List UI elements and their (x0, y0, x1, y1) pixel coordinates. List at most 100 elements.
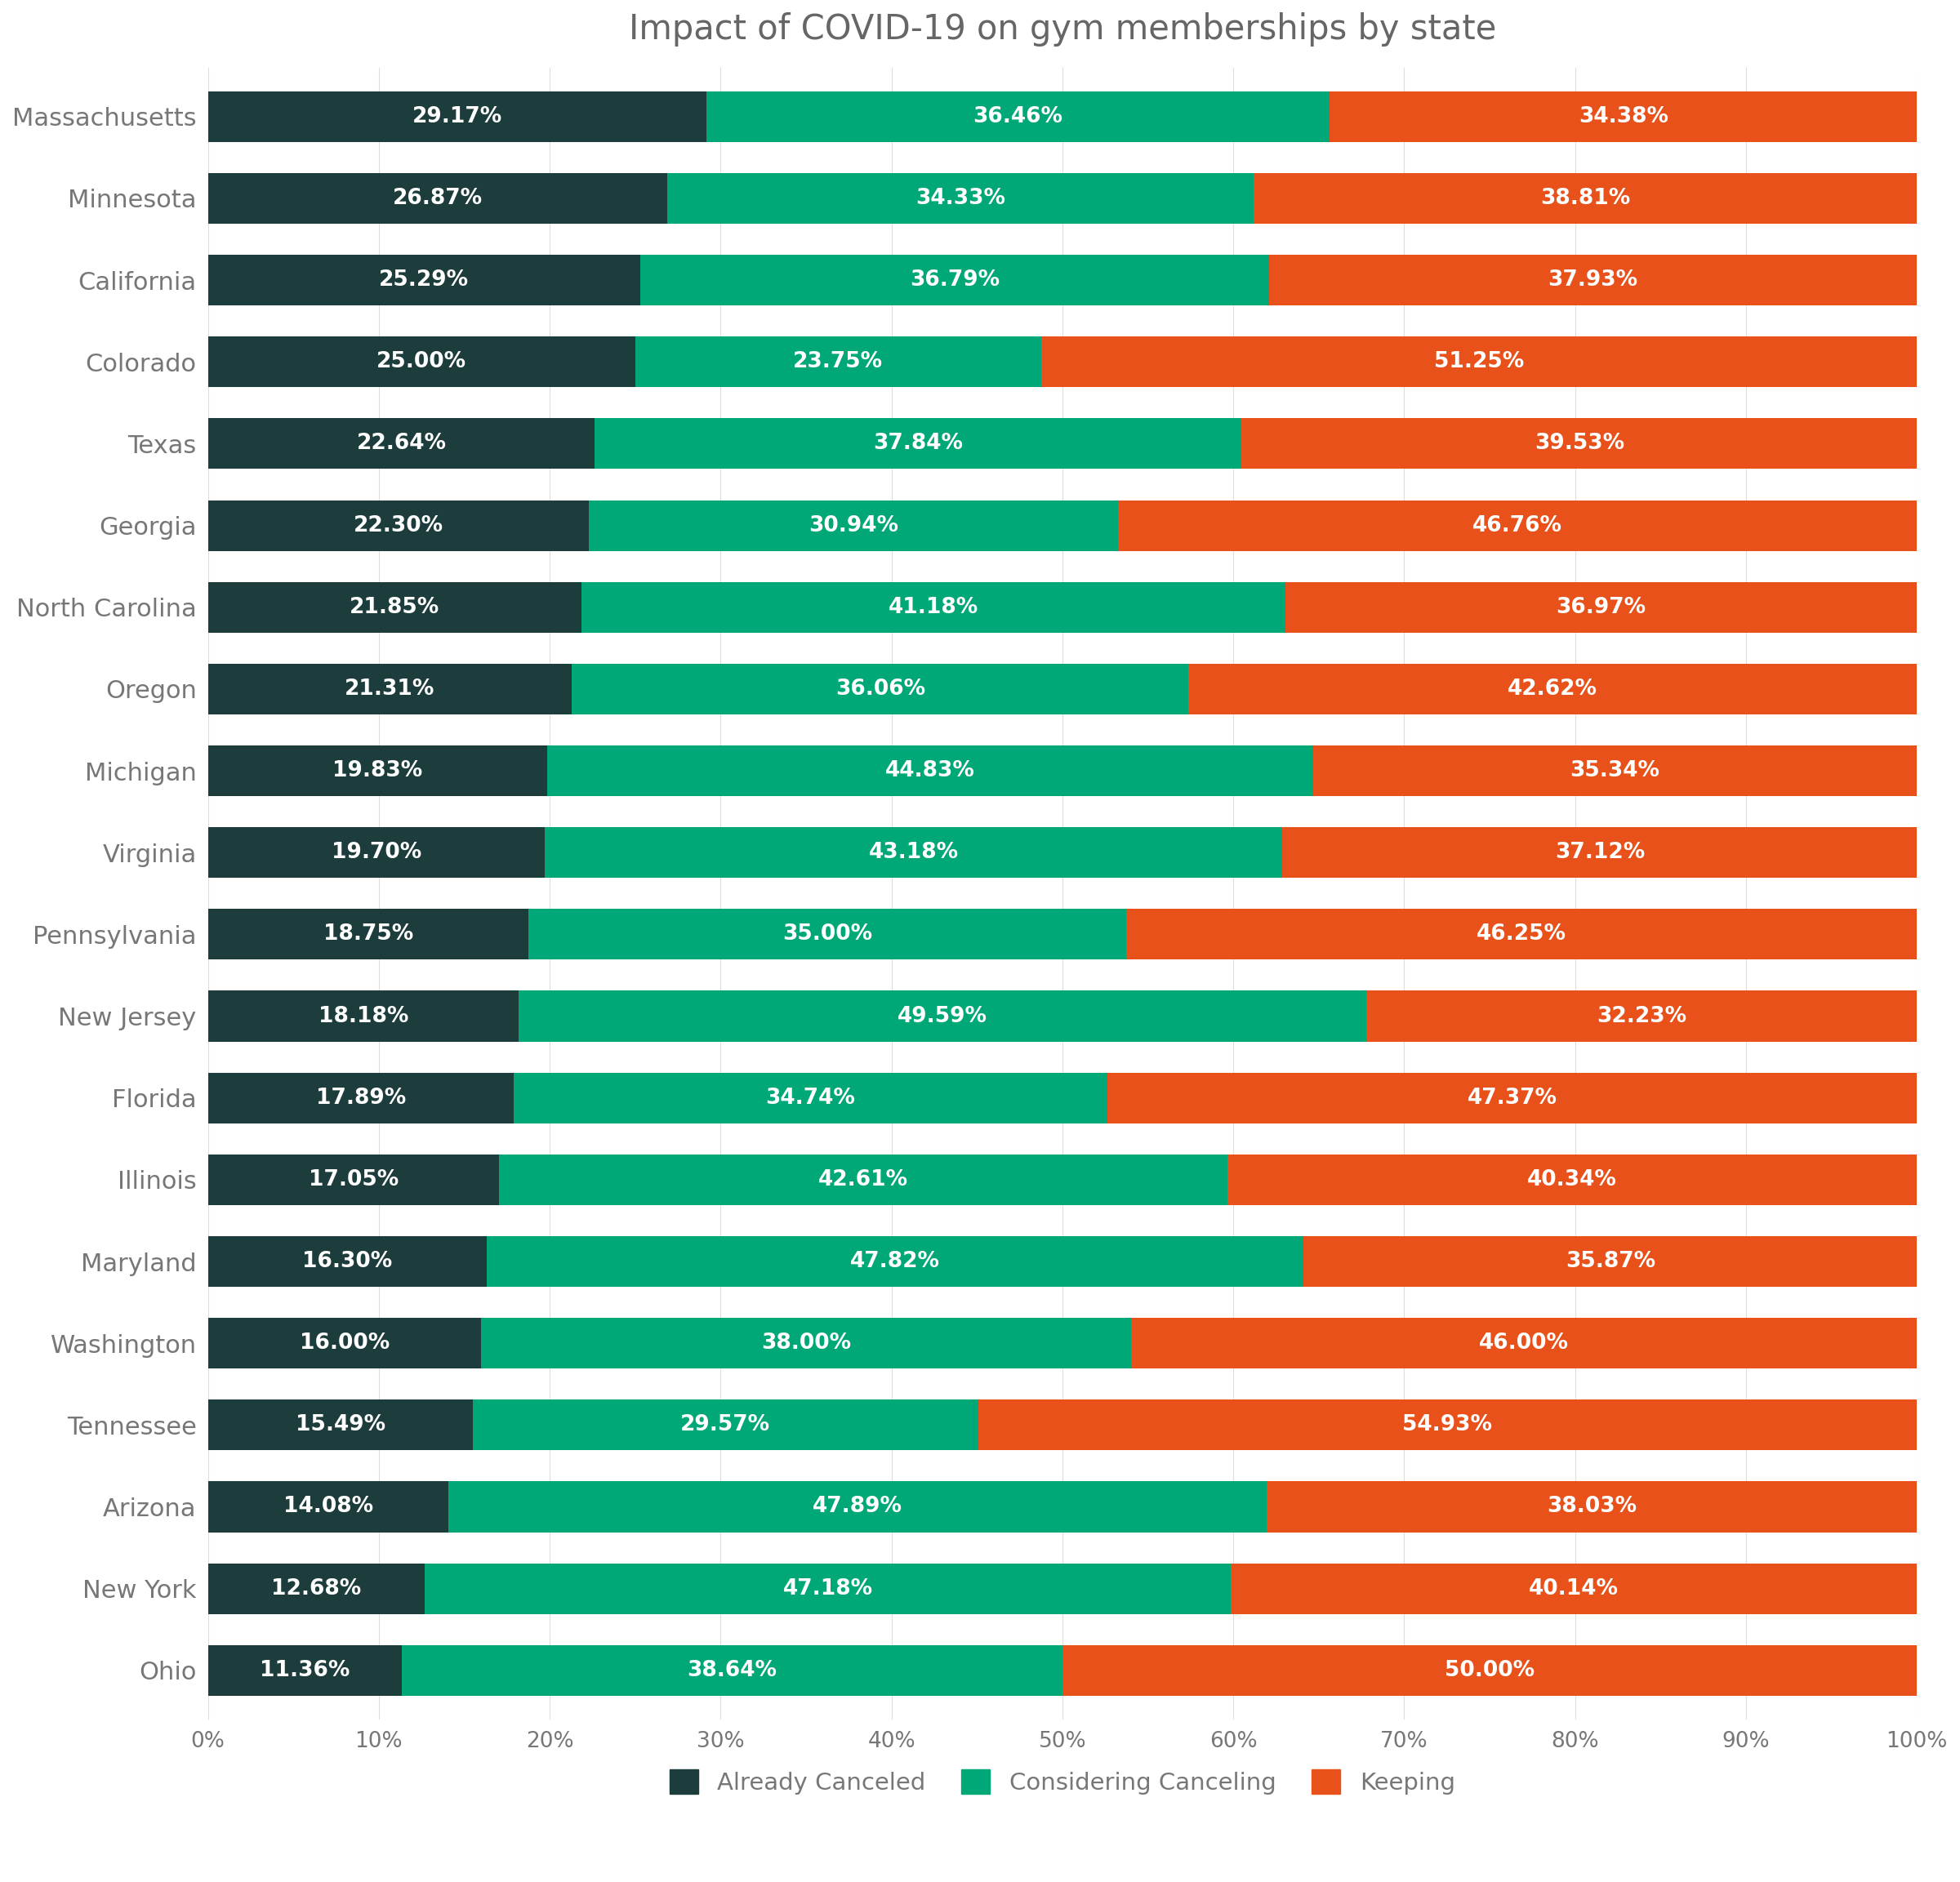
Text: 34.33%: 34.33% (915, 188, 1005, 209)
Text: 36.46%: 36.46% (972, 105, 1062, 128)
Bar (500, 1154, 1227, 1204)
Bar (208, 745, 547, 796)
Bar (208, 1073, 514, 1124)
Bar (472, 1400, 978, 1451)
Text: 38.81%: 38.81% (1541, 188, 1631, 209)
Legend: Already Canceled, Considering Canceling, Keeping: Already Canceled, Considering Canceling,… (659, 1758, 1466, 1807)
Text: 36.97%: 36.97% (1556, 597, 1646, 617)
Bar (486, 1236, 1303, 1287)
Bar (208, 1645, 402, 1696)
Bar (208, 1317, 482, 1368)
Text: 34.38%: 34.38% (1578, 105, 1668, 128)
Text: 40.34%: 40.34% (1527, 1169, 1617, 1189)
Bar (519, 990, 1366, 1041)
Text: 46.00%: 46.00% (1480, 1332, 1568, 1353)
Text: 51.25%: 51.25% (1435, 352, 1525, 373)
Text: 47.37%: 47.37% (1468, 1088, 1556, 1108)
Bar (1241, 418, 1917, 469)
Bar (1117, 501, 1917, 551)
Text: 26.87%: 26.87% (392, 188, 482, 209)
Text: 37.93%: 37.93% (1548, 269, 1639, 292)
Bar (572, 664, 1188, 715)
Text: 17.89%: 17.89% (316, 1088, 406, 1108)
Text: 37.12%: 37.12% (1554, 841, 1644, 864)
Bar (425, 1564, 1231, 1615)
Text: 35.34%: 35.34% (1570, 760, 1660, 781)
Text: 19.83%: 19.83% (333, 760, 421, 781)
Text: 36.79%: 36.79% (909, 269, 1000, 292)
Bar (1231, 1564, 1917, 1615)
Text: 54.93%: 54.93% (1403, 1415, 1492, 1436)
Text: 16.30%: 16.30% (302, 1252, 392, 1272)
Bar (1127, 909, 1917, 960)
Text: 14.08%: 14.08% (282, 1496, 372, 1517)
Text: 46.76%: 46.76% (1472, 516, 1562, 536)
Text: 30.94%: 30.94% (808, 516, 898, 536)
Text: 38.03%: 38.03% (1546, 1496, 1637, 1517)
Text: 12.68%: 12.68% (270, 1577, 361, 1600)
Bar (547, 745, 1313, 796)
Text: 41.18%: 41.18% (888, 597, 978, 617)
Bar (208, 828, 545, 877)
Bar (449, 1481, 1266, 1532)
Bar (1227, 1154, 1917, 1204)
Text: 37.84%: 37.84% (874, 433, 962, 454)
Title: Impact of COVID-19 on gym memberships by state: Impact of COVID-19 on gym memberships by… (629, 13, 1495, 47)
Text: 23.75%: 23.75% (794, 352, 884, 373)
Text: 36.06%: 36.06% (835, 678, 925, 700)
Text: 22.30%: 22.30% (353, 516, 443, 536)
Bar (208, 1564, 425, 1615)
Text: 18.18%: 18.18% (318, 1005, 408, 1028)
Bar (1188, 664, 1917, 715)
Text: 42.62%: 42.62% (1507, 678, 1597, 700)
Bar (545, 828, 1282, 877)
Text: 25.29%: 25.29% (378, 269, 468, 292)
Bar (514, 1073, 1107, 1124)
Text: 50.00%: 50.00% (1445, 1660, 1535, 1681)
Text: 46.25%: 46.25% (1476, 924, 1566, 945)
Bar (1062, 1645, 1917, 1696)
Text: 22.64%: 22.64% (357, 433, 447, 454)
Text: 40.14%: 40.14% (1529, 1577, 1619, 1600)
Text: 43.18%: 43.18% (868, 841, 958, 864)
Text: 29.17%: 29.17% (412, 105, 502, 128)
Bar (208, 1154, 500, 1204)
Bar (1131, 1317, 1917, 1368)
Text: 32.23%: 32.23% (1597, 1005, 1686, 1028)
Bar (208, 254, 641, 305)
Bar (1303, 1236, 1917, 1287)
Text: 18.75%: 18.75% (323, 924, 414, 945)
Text: 29.57%: 29.57% (680, 1415, 770, 1436)
Bar (208, 582, 582, 632)
Bar (1254, 173, 1917, 224)
Text: 44.83%: 44.83% (886, 760, 974, 781)
Text: 42.61%: 42.61% (819, 1169, 907, 1189)
Bar (1313, 745, 1917, 796)
Bar (666, 173, 1254, 224)
Bar (1107, 1073, 1917, 1124)
Text: 35.00%: 35.00% (782, 924, 872, 945)
Bar (208, 909, 529, 960)
Bar (706, 90, 1329, 141)
Text: 47.89%: 47.89% (813, 1496, 904, 1517)
Text: 38.64%: 38.64% (688, 1660, 776, 1681)
Text: 34.74%: 34.74% (766, 1088, 855, 1108)
Bar (208, 90, 706, 141)
Bar (1266, 1481, 1917, 1532)
Text: 47.18%: 47.18% (782, 1577, 872, 1600)
Text: 15.49%: 15.49% (296, 1415, 386, 1436)
Bar (208, 1400, 472, 1451)
Text: 19.70%: 19.70% (331, 841, 421, 864)
Bar (590, 501, 1117, 551)
Bar (208, 337, 635, 388)
Bar (208, 501, 590, 551)
Bar (208, 1236, 486, 1287)
Text: 21.85%: 21.85% (349, 597, 439, 617)
Bar (641, 254, 1268, 305)
Text: 35.87%: 35.87% (1566, 1252, 1656, 1272)
Text: 16.00%: 16.00% (300, 1332, 390, 1353)
Bar (529, 909, 1127, 960)
Bar (1041, 337, 1917, 388)
Bar (208, 990, 519, 1041)
Bar (1268, 254, 1917, 305)
